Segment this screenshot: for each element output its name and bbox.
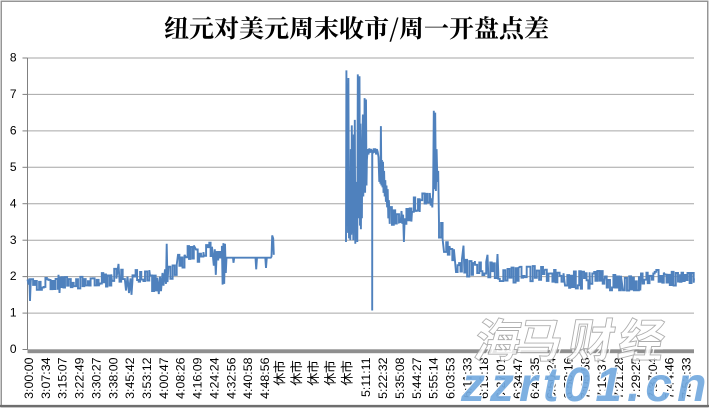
svg-text:6:42:35: 6:42:35 [528, 357, 542, 398]
svg-text:7:52:33: 7:52:33 [680, 357, 694, 398]
svg-text:0: 0 [10, 342, 17, 356]
svg-text:5:35:08: 5:35:08 [393, 357, 407, 398]
svg-text:4:24:24: 4:24:24 [208, 357, 222, 398]
svg-text:4:08:26: 4:08:26 [174, 357, 188, 398]
svg-text:4:00:47: 4:00:47 [157, 357, 171, 398]
svg-text:7:05:58: 7:05:58 [578, 357, 592, 398]
svg-text:3:30:27: 3:30:27 [89, 357, 103, 398]
svg-text:7:37:04: 7:37:04 [646, 357, 660, 398]
svg-text:6:19:18: 6:19:18 [477, 357, 491, 398]
svg-text:6: 6 [10, 124, 17, 138]
svg-text:6:11:33: 6:11:33 [460, 357, 474, 398]
svg-text:2: 2 [10, 269, 17, 283]
svg-text:6:50:24: 6:50:24 [545, 357, 559, 398]
svg-text:3:38:00: 3:38:00 [106, 357, 120, 398]
svg-text:8: 8 [10, 51, 17, 65]
svg-text:6:58:16: 6:58:16 [562, 357, 576, 398]
svg-text:6:27:01: 6:27:01 [494, 357, 508, 398]
svg-text:5:22:32: 5:22:32 [376, 357, 390, 398]
svg-text:4:48:56: 4:48:56 [258, 357, 272, 398]
svg-text:3:45:42: 3:45:42 [123, 357, 137, 398]
svg-text:7:44:46: 7:44:46 [663, 357, 677, 398]
svg-text:7:21:28: 7:21:28 [612, 357, 626, 398]
svg-text:4:40:58: 4:40:58 [241, 357, 255, 398]
svg-text:3:15:07: 3:15:07 [56, 357, 70, 398]
svg-text:1: 1 [10, 306, 17, 320]
svg-text:6:03:53: 6:03:53 [444, 357, 458, 398]
svg-text:7:29:25: 7:29:25 [629, 357, 643, 398]
svg-text:6:34:47: 6:34:47 [511, 357, 525, 398]
svg-text:3:07:34: 3:07:34 [39, 357, 53, 398]
svg-text:5:55:14: 5:55:14 [427, 357, 441, 398]
svg-text:4:16:09: 4:16:09 [191, 357, 205, 398]
svg-text:5:44:27: 5:44:27 [410, 357, 424, 398]
svg-text:zzrt01.cn: zzrt01.cn [460, 359, 709, 409]
svg-text:5: 5 [10, 160, 17, 174]
svg-text:7:13:37: 7:13:37 [595, 357, 609, 398]
svg-text:3:22:49: 3:22:49 [73, 357, 87, 398]
svg-text:3: 3 [10, 233, 17, 247]
svg-text:3:53:12: 3:53:12 [140, 357, 154, 398]
svg-text:4: 4 [10, 196, 17, 210]
svg-text:7: 7 [10, 87, 17, 101]
svg-text:3:00:00: 3:00:00 [22, 357, 36, 398]
svg-text:4:32:56: 4:32:56 [224, 357, 238, 398]
svg-text:5:11:11: 5:11:11 [359, 357, 373, 397]
